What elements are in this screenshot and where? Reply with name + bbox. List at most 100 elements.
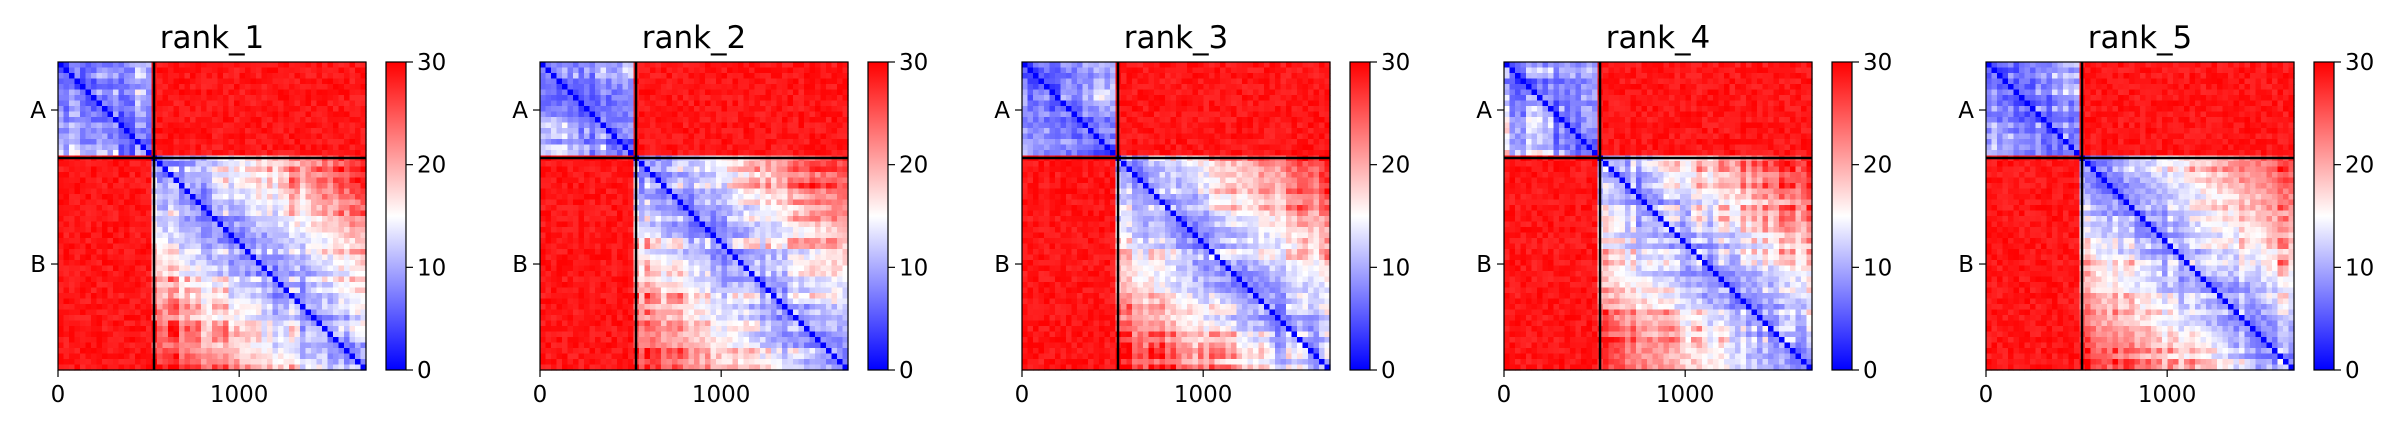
heatmap-cell bbox=[80, 216, 87, 223]
heatmap-cell bbox=[804, 73, 811, 80]
heatmap-cell bbox=[272, 364, 279, 371]
heatmap-cell bbox=[754, 139, 761, 146]
heatmap-cell bbox=[272, 243, 279, 250]
heatmap-cell bbox=[327, 260, 334, 267]
heatmap-cell bbox=[107, 309, 114, 316]
heatmap-cell bbox=[820, 188, 827, 195]
heatmap-cell bbox=[63, 260, 70, 267]
y-tick-label: B bbox=[30, 252, 46, 278]
heatmap-cell bbox=[190, 216, 197, 223]
heatmap-cell bbox=[820, 122, 827, 129]
heatmap-cell bbox=[644, 133, 651, 140]
heatmap-cell bbox=[360, 309, 367, 316]
heatmap-cell bbox=[80, 298, 87, 305]
heatmap-cell bbox=[190, 359, 197, 366]
heatmap-cell bbox=[190, 238, 197, 245]
heatmap-cell bbox=[217, 254, 224, 261]
heatmap-cell bbox=[63, 315, 70, 322]
heatmap-cell bbox=[349, 117, 356, 124]
heatmap-cell bbox=[124, 232, 131, 239]
heatmap-cell bbox=[146, 84, 153, 91]
heatmap-cell bbox=[58, 194, 65, 201]
heatmap-cell bbox=[118, 89, 125, 96]
heatmap-cell bbox=[815, 150, 822, 157]
heatmap-cell bbox=[355, 271, 362, 278]
heatmap-cell bbox=[278, 227, 285, 234]
heatmap-cell bbox=[162, 188, 169, 195]
heatmap-cell bbox=[102, 304, 109, 311]
heatmap-cell bbox=[793, 122, 800, 129]
heatmap-cell bbox=[239, 337, 246, 344]
heatmap-cell bbox=[289, 199, 296, 206]
heatmap-cell bbox=[639, 89, 646, 96]
heatmap-cell bbox=[551, 122, 558, 129]
heatmap-cell bbox=[124, 161, 131, 168]
heatmap-cell bbox=[595, 227, 602, 234]
heatmap-cell bbox=[699, 188, 706, 195]
heatmap-cell bbox=[776, 67, 783, 74]
heatmap-cell bbox=[333, 188, 340, 195]
heatmap-cell bbox=[245, 139, 252, 146]
heatmap-cell bbox=[239, 293, 246, 300]
heatmap-cell bbox=[349, 100, 356, 107]
heatmap-cell bbox=[837, 84, 844, 91]
heatmap-cell bbox=[760, 238, 767, 245]
heatmap-cell bbox=[157, 227, 164, 234]
heatmap-cell bbox=[360, 249, 367, 256]
heatmap-cell bbox=[355, 320, 362, 327]
heatmap-cell bbox=[168, 342, 175, 349]
heatmap-cell bbox=[80, 100, 87, 107]
heatmap-cell bbox=[327, 144, 334, 151]
heatmap-cell bbox=[267, 62, 274, 69]
heatmap-cell bbox=[239, 287, 246, 294]
heatmap-cell bbox=[118, 348, 125, 355]
heatmap-cell bbox=[666, 232, 673, 239]
heatmap-cell bbox=[146, 73, 153, 80]
heatmap-cell bbox=[567, 144, 574, 151]
heatmap-cell bbox=[760, 205, 767, 212]
heatmap-cell bbox=[710, 221, 717, 228]
heatmap-cell bbox=[294, 276, 301, 283]
heatmap-cell bbox=[782, 62, 789, 69]
heatmap-cell bbox=[771, 73, 778, 80]
heatmap-cell bbox=[239, 106, 246, 113]
heatmap-cell bbox=[69, 172, 76, 179]
heatmap-cell bbox=[311, 84, 318, 91]
heatmap-cell bbox=[157, 89, 164, 96]
heatmap-cell bbox=[129, 254, 136, 261]
heatmap-cell bbox=[815, 221, 822, 228]
heatmap-cell bbox=[804, 100, 811, 107]
heatmap-cell bbox=[173, 183, 180, 190]
heatmap-cell bbox=[250, 194, 257, 201]
heatmap-cell bbox=[765, 144, 772, 151]
heatmap-cell bbox=[91, 315, 98, 322]
heatmap-cell bbox=[201, 150, 208, 157]
heatmap-cell bbox=[283, 260, 290, 267]
heatmap-cell bbox=[584, 216, 591, 223]
heatmap-cell bbox=[173, 133, 180, 140]
heatmap-cell bbox=[234, 227, 241, 234]
heatmap-cell bbox=[146, 331, 153, 338]
heatmap-cell bbox=[562, 67, 569, 74]
heatmap-cell bbox=[179, 331, 186, 338]
heatmap-cell bbox=[234, 73, 241, 80]
heatmap-cell bbox=[617, 172, 624, 179]
heatmap-cell bbox=[289, 337, 296, 344]
heatmap-cell bbox=[556, 100, 563, 107]
heatmap-cell bbox=[283, 188, 290, 195]
heatmap-cell bbox=[672, 128, 679, 135]
heatmap-cell bbox=[118, 161, 125, 168]
heatmap-cell bbox=[289, 282, 296, 289]
heatmap-cell bbox=[173, 287, 180, 294]
heatmap-cell bbox=[617, 177, 624, 184]
heatmap-cell bbox=[228, 309, 235, 316]
heatmap-cell bbox=[798, 183, 805, 190]
heatmap-cell bbox=[617, 106, 624, 113]
heatmap-cell bbox=[239, 320, 246, 327]
heatmap-cell bbox=[58, 216, 65, 223]
heatmap-cell bbox=[74, 194, 81, 201]
heatmap-cell bbox=[793, 67, 800, 74]
heatmap-cell bbox=[261, 249, 268, 256]
heatmap-cell bbox=[710, 67, 717, 74]
heatmap-cell bbox=[212, 194, 219, 201]
